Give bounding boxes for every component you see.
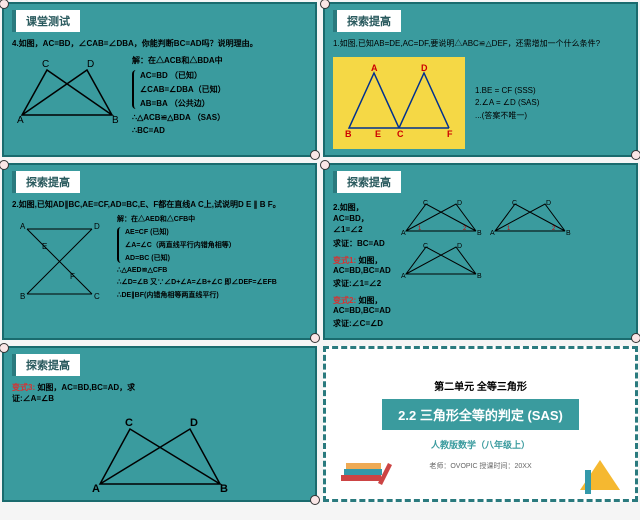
line: ∴△AED≌△CFB bbox=[117, 266, 277, 274]
svg-text:A: A bbox=[92, 483, 100, 494]
slide-3: 探索提高 2.如图,已知AD∥BC,AE=CF,AD=BC,E、F都在直线A C… bbox=[2, 163, 317, 340]
svg-text:B: B bbox=[477, 230, 482, 237]
svg-text:D: D bbox=[87, 59, 94, 70]
line: AB=BA （公共边） bbox=[140, 98, 226, 109]
line: ∠A=∠C（两直线平行内错角相等） bbox=[125, 240, 277, 250]
line: ∴DE∥BF(内错角相等两直线平行) bbox=[117, 290, 277, 300]
unit: 第二单元 全等三角形 bbox=[434, 378, 527, 393]
svg-text:F: F bbox=[447, 129, 453, 138]
svg-text:A: A bbox=[20, 222, 26, 231]
line: ∠CAB=∠DBA（已知） bbox=[140, 84, 226, 95]
slide3-question: 2.如图,已知AD∥BC,AE=CF,AD=BC,E、F都在直线A C上,试说明… bbox=[12, 199, 307, 210]
slide-4: 探索提高 2.如图，AC=BD，∠1=∠2 求证：BC=AD 变式1: 如图，A… bbox=[323, 163, 638, 340]
sol-label: 解：在△AED和△CFB中 bbox=[117, 214, 277, 224]
slide3-header: 探索提高 bbox=[12, 171, 80, 193]
svg-text:C: C bbox=[94, 292, 100, 301]
svg-text:A: A bbox=[490, 230, 495, 237]
svg-text:B: B bbox=[345, 129, 352, 138]
teacher: 老师：OVOPIC 授课时间：20XX bbox=[429, 461, 531, 471]
yellow-diagram: A D B E C F bbox=[333, 57, 465, 149]
svg-text:C: C bbox=[42, 59, 49, 70]
svg-text:D: D bbox=[546, 200, 551, 207]
svg-text:B: B bbox=[477, 273, 482, 280]
svg-text:D: D bbox=[457, 243, 462, 250]
title: 2.2 三角形全等的判定 (SAS) bbox=[382, 399, 579, 430]
slide1-header: 课堂测试 bbox=[12, 10, 80, 32]
line: ∴△ACB≌△BDA （SAS） bbox=[132, 112, 226, 123]
sol-label: 解：在△ACB和△BDA中 bbox=[132, 55, 226, 66]
line: AC=BD （已知） bbox=[140, 70, 226, 81]
svg-text:C: C bbox=[423, 243, 428, 250]
svg-text:B: B bbox=[20, 292, 25, 301]
line: AE=CF (已知) bbox=[125, 227, 277, 237]
line: ∴BC=AD bbox=[132, 126, 226, 135]
slide2-question: 1.如图,已知AB=DE,AC=DF,要说明△ABC≌△DEF，还需增加一个什么… bbox=[333, 38, 628, 49]
svg-text:D: D bbox=[190, 417, 198, 429]
svg-text:C: C bbox=[512, 200, 517, 207]
svg-text:C: C bbox=[125, 417, 133, 429]
triangle-diagram-1: A B C D bbox=[12, 55, 122, 125]
answer: 1.BE = CF (SSS) bbox=[475, 86, 539, 95]
slide-6-title: 第二单元 全等三角形 2.2 三角形全等的判定 (SAS) 人教版数学（八年级上… bbox=[323, 346, 638, 502]
parallel-diagram: A D B C E F bbox=[12, 214, 107, 304]
line: AD=BC (已知) bbox=[125, 253, 277, 263]
q: 2.如图，AC=BD，∠1=∠2 bbox=[333, 202, 391, 235]
svg-text:C: C bbox=[423, 200, 428, 207]
ruler-icon bbox=[575, 455, 625, 495]
slide4-header: 探索提高 bbox=[333, 171, 401, 193]
svg-text:D: D bbox=[94, 222, 100, 231]
svg-text:D: D bbox=[457, 200, 462, 207]
answer: ...(答案不唯一) bbox=[475, 110, 539, 121]
slide-5: 探索提高 变式3: 如图，AC=BD,BC=AD，求 证:∠A=∠B AB CD bbox=[2, 346, 317, 502]
q2: 求证：BC=AD bbox=[333, 238, 391, 249]
svg-text:B: B bbox=[112, 115, 119, 125]
subtitle: 人教版数学（八年级上） bbox=[431, 438, 530, 451]
svg-text:A: A bbox=[401, 273, 406, 280]
svg-text:E: E bbox=[42, 242, 47, 251]
svg-text:B: B bbox=[566, 230, 571, 237]
svg-text:E: E bbox=[375, 129, 381, 138]
books-icon bbox=[336, 455, 396, 495]
svg-text:A: A bbox=[401, 230, 406, 237]
svg-text:A: A bbox=[371, 63, 378, 73]
svg-text:D: D bbox=[421, 63, 428, 73]
answer: 2.∠A = ∠D (SAS) bbox=[475, 98, 539, 107]
triangle-diagram-5: A B C D bbox=[80, 414, 240, 494]
slide-2: 探索提高 1.如图,已知AB=DE,AC=DF,要说明△ABC≌△DEF，还需增… bbox=[323, 2, 638, 157]
svg-text:F: F bbox=[70, 272, 75, 281]
svg-text:B: B bbox=[220, 483, 228, 494]
three-triangles: ABCD12 ABCD12 ABCD bbox=[401, 199, 628, 332]
slide5-header: 探索提高 bbox=[12, 354, 80, 376]
slide-1: 课堂测试 4.如图，AC=BD，∠CAB=∠DBA，你能判断BC=AD吗？说明理… bbox=[2, 2, 317, 157]
svg-text:C: C bbox=[397, 129, 404, 138]
svg-text:A: A bbox=[17, 115, 24, 125]
slide1-question: 4.如图，AC=BD，∠CAB=∠DBA，你能判断BC=AD吗？说明理由。 bbox=[12, 38, 307, 49]
slide2-header: 探索提高 bbox=[333, 10, 401, 32]
